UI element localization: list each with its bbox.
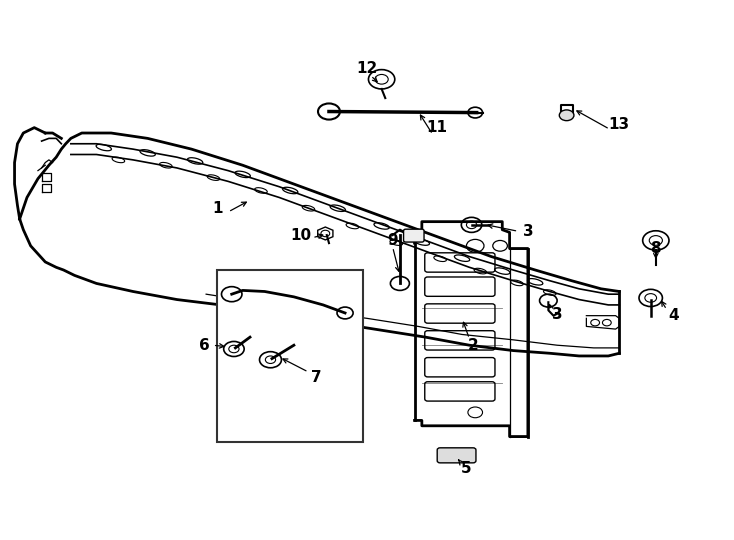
Text: 12: 12 <box>357 61 377 76</box>
Text: 2: 2 <box>468 338 479 353</box>
Text: 11: 11 <box>426 120 447 135</box>
Circle shape <box>559 110 574 120</box>
FancyBboxPatch shape <box>404 229 424 242</box>
Text: 9: 9 <box>388 233 398 248</box>
Text: 5: 5 <box>460 461 471 476</box>
Circle shape <box>337 307 353 319</box>
FancyBboxPatch shape <box>437 448 476 463</box>
Circle shape <box>224 341 244 356</box>
Text: 3: 3 <box>552 307 562 321</box>
Text: 13: 13 <box>608 118 630 132</box>
Text: 7: 7 <box>310 370 321 385</box>
Circle shape <box>260 352 281 368</box>
Text: 1: 1 <box>212 201 222 215</box>
Bar <box>217 270 363 442</box>
Circle shape <box>222 287 242 302</box>
Text: 3: 3 <box>523 224 533 239</box>
Text: 4: 4 <box>669 308 680 322</box>
Text: 6: 6 <box>200 338 210 353</box>
Text: 10: 10 <box>291 227 312 242</box>
Text: 8: 8 <box>650 241 661 256</box>
